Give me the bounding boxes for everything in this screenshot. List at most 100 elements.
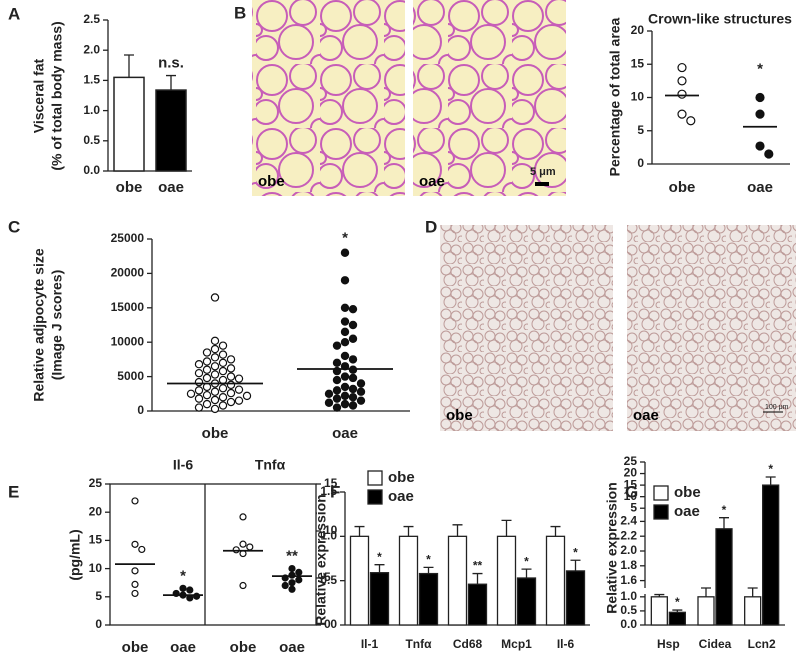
- data-point: [218, 393, 228, 402]
- data-point: [218, 375, 228, 385]
- chart-title: Tnfα: [255, 457, 286, 473]
- panel-letter: F: [330, 482, 340, 501]
- data-point: [348, 384, 358, 394]
- significance-label: n.s.: [158, 55, 184, 72]
- error-bar: [403, 525, 414, 537]
- significance-label: *: [573, 545, 578, 559]
- y-tick-label: 15: [324, 476, 338, 490]
- y-tick-label: 5: [630, 500, 637, 514]
- x-tick-label: Tnfα: [405, 637, 432, 651]
- y-tick-label: 20: [631, 23, 645, 37]
- error-bar: [124, 54, 134, 78]
- data-point: [340, 351, 350, 361]
- data-point: [210, 293, 220, 302]
- data-point: [210, 387, 220, 396]
- error-bar: [550, 525, 561, 537]
- data-point: [218, 350, 228, 359]
- data-point: [755, 141, 765, 151]
- panel-frame: [109, 483, 317, 626]
- legend-label: obe: [674, 484, 701, 501]
- data-point: [210, 404, 220, 414]
- error-bar: [452, 524, 463, 537]
- y-tick-label: 20: [624, 466, 638, 480]
- x-tick-label: Lcn2: [748, 637, 776, 651]
- data-point: [226, 364, 236, 373]
- data-point: [193, 592, 201, 600]
- data-point: [234, 374, 244, 383]
- x-tick-label: oae: [158, 179, 184, 196]
- data-point: [239, 581, 247, 590]
- data-point: [179, 584, 187, 592]
- y-tick-label: 0.5: [620, 603, 637, 617]
- data-point: [288, 579, 296, 587]
- significance-label: *: [768, 462, 773, 476]
- data-point: [677, 89, 687, 99]
- data-point: [202, 390, 212, 400]
- data-point: [186, 389, 196, 398]
- bar: [398, 535, 419, 626]
- micrograph: [252, 0, 405, 196]
- x-tick-label: obe: [116, 179, 143, 196]
- data-point: [194, 403, 204, 412]
- bar: [744, 596, 762, 626]
- legend-label: obe: [388, 469, 415, 486]
- y-tick-label: 5: [637, 123, 644, 137]
- data-point: [210, 353, 220, 362]
- data-point: [194, 394, 204, 403]
- data-point: [764, 149, 774, 159]
- x-tick-label: Hsp: [657, 637, 680, 651]
- data-point: [202, 399, 212, 409]
- y-tick-label: 0.0: [83, 163, 100, 177]
- y-tick-label: 2.0: [83, 42, 100, 56]
- y-tick-label: 25000: [111, 231, 145, 245]
- data-point: [340, 248, 350, 257]
- chart-title: Crown-like structures: [648, 11, 792, 27]
- x-tick-label: Cidea: [699, 637, 732, 651]
- y-axis-label: Visceral fat: [31, 58, 47, 133]
- error-bar: [472, 572, 483, 585]
- data-point: [340, 327, 350, 337]
- x-tick-label: Cd68: [453, 637, 483, 651]
- significance-label: *: [377, 550, 382, 564]
- data-point: [194, 386, 204, 395]
- data-point: [131, 567, 139, 575]
- data-point: [340, 372, 350, 381]
- y-tick-label: 2.4: [620, 514, 637, 528]
- legend-label: oae: [674, 503, 700, 520]
- significance-label: **: [286, 548, 298, 565]
- data-point: [239, 540, 247, 548]
- data-point: [677, 76, 687, 86]
- y-axis-label: (Image J scores): [49, 270, 65, 381]
- significance-label: *: [342, 230, 348, 247]
- error-bar: [521, 568, 532, 579]
- scale-bar-label: 5 μm: [530, 166, 556, 178]
- x-tick-label: obe: [669, 179, 696, 196]
- data-point: [226, 397, 236, 407]
- error-bar: [166, 74, 176, 91]
- bar: [418, 572, 439, 626]
- data-point: [332, 341, 342, 350]
- data-point: [755, 92, 765, 103]
- y-tick-label: 15000: [111, 300, 145, 314]
- data-point: [194, 368, 204, 378]
- bar: [113, 76, 145, 172]
- data-point: [226, 355, 236, 364]
- bar: [668, 611, 686, 626]
- y-tick-label: 1.5: [83, 73, 100, 87]
- y-tick-label: 0: [330, 617, 337, 631]
- error-bar: [747, 587, 758, 597]
- data-point: [218, 401, 228, 410]
- data-point: [348, 355, 358, 364]
- y-tick-label: 10: [624, 489, 638, 503]
- data-point: [356, 387, 366, 396]
- data-point: [340, 382, 350, 392]
- data-point: [288, 585, 296, 593]
- panel-letter: B: [234, 3, 246, 22]
- data-point: [232, 546, 240, 554]
- bar: [496, 535, 517, 626]
- error-bar: [654, 593, 665, 597]
- y-tick-label: 1.6: [620, 573, 637, 587]
- y-axis-label: Relative adjpocyte size: [31, 248, 47, 402]
- data-point: [755, 109, 765, 119]
- bar: [349, 535, 370, 626]
